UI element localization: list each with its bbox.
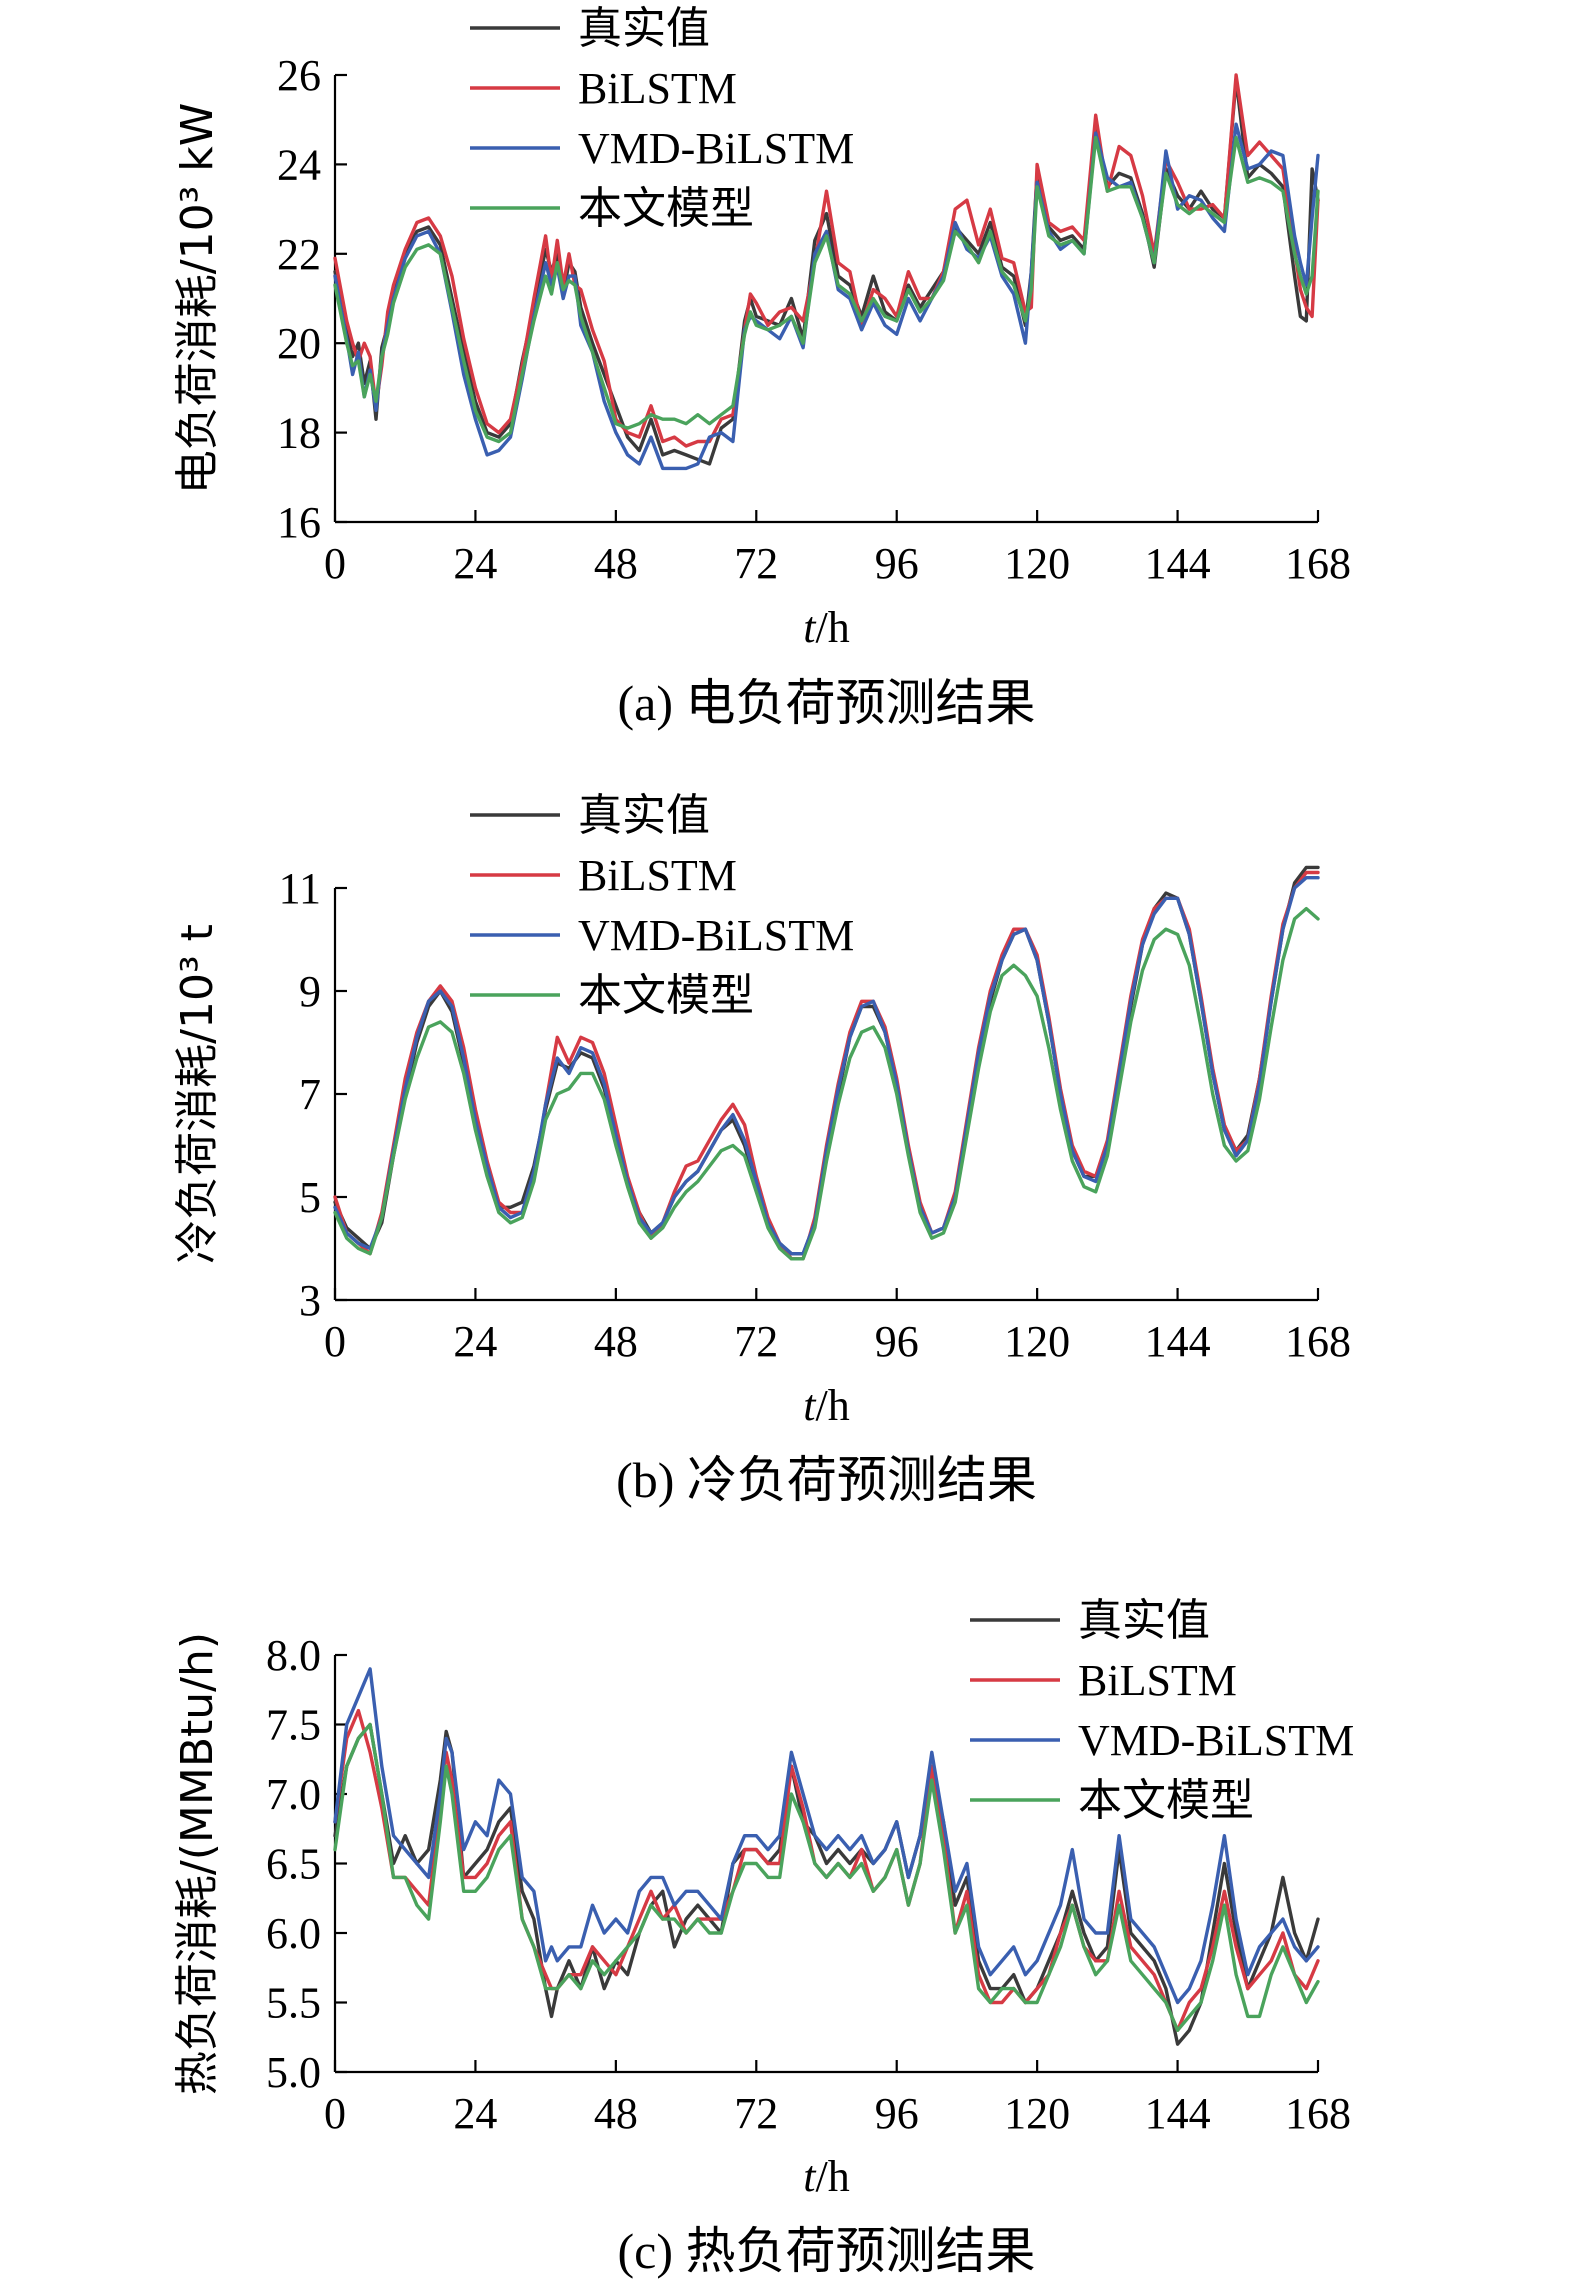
legend-label: VMD-BiLSTM	[578, 124, 854, 173]
x-tick-label: 72	[734, 539, 778, 588]
y-tick-label: 7	[299, 1070, 321, 1119]
x-axis-unit: /h	[816, 2152, 850, 2201]
x-tick-label: 168	[1285, 2089, 1351, 2138]
x-tick-label: 120	[1004, 2089, 1070, 2138]
y-tick-label: 5	[299, 1173, 321, 1222]
x-tick-label: 0	[324, 1317, 346, 1366]
x-axis-label: t/h	[803, 603, 849, 652]
legend-label: 本文模型	[578, 971, 754, 1020]
x-axis-label: t/h	[803, 2152, 849, 2201]
y-tick-label: 22	[277, 230, 321, 279]
x-tick-label: 72	[734, 2089, 778, 2138]
x-axis-var: t	[803, 603, 817, 652]
series-line-4	[333, 135, 1320, 444]
x-tick-label: 48	[594, 1317, 638, 1366]
y-tick-label: 7.5	[266, 1701, 321, 1750]
legend-label: 真实值	[578, 4, 710, 53]
y-tick-label: 7.0	[266, 1770, 321, 1819]
series-line-4	[333, 1722, 1320, 2033]
x-axis-unit: /h	[816, 603, 850, 652]
figure-caption: (c) 热负荷预测结果	[618, 2223, 1036, 2279]
x-tick-label: 24	[453, 2089, 497, 2138]
x-tick-label: 120	[1004, 1317, 1070, 1366]
x-tick-label: 48	[594, 2089, 638, 2138]
y-tick-label: 5.5	[266, 1979, 321, 2028]
x-tick-label: 0	[324, 2089, 346, 2138]
y-tick-label: 20	[277, 319, 321, 368]
x-axis-label: t/h	[803, 1381, 849, 1430]
x-axis-unit: /h	[816, 1381, 850, 1430]
x-tick-label: 168	[1285, 1317, 1351, 1366]
y-tick-label: 18	[277, 409, 321, 458]
x-axis-var: t	[803, 2152, 817, 2201]
x-tick-label: 96	[875, 2089, 919, 2138]
x-tick-label: 168	[1285, 539, 1351, 588]
legend-label: BiLSTM	[578, 64, 737, 113]
panel-heating-load: 5.0 5.5 6.0 6.5 7.0 7.5 8.0 0 24 48 72 96 120 144 168 热…	[172, 1596, 1354, 2279]
y-tick-label: 6.5	[266, 1840, 321, 1889]
y-tick-label: 9	[299, 967, 321, 1016]
y-axis-label: 热负荷消耗/(MMBtu/h)	[172, 1632, 223, 2095]
x-tick-label: 96	[875, 1317, 919, 1366]
x-tick-label: 48	[594, 539, 638, 588]
panel-cooling-load: 3 5 7 9 11 0 24 48 72 96 120 144 168 冷负荷消耗/10³ t t/h (b…	[172, 791, 1351, 1508]
y-tick-label: 3	[299, 1276, 321, 1325]
x-tick-label: 24	[453, 539, 497, 588]
y-tick-label: 16	[277, 498, 321, 547]
y-tick-label: 11	[279, 864, 321, 913]
legend-label: 真实值	[578, 791, 710, 840]
legend-label: VMD-BiLSTM	[1078, 1716, 1354, 1765]
x-tick-label: 120	[1004, 539, 1070, 588]
figure-caption: (b) 冷负荷预测结果	[616, 1452, 1037, 1508]
x-tick-label: 144	[1145, 1317, 1211, 1366]
y-axis-label: 冷负荷消耗/10³ t	[172, 924, 223, 1264]
x-tick-label: 144	[1145, 2089, 1211, 2138]
figure-caption: (a) 电负荷预测结果	[618, 675, 1036, 731]
x-tick-label: 24	[453, 1317, 497, 1366]
x-tick-label: 96	[875, 539, 919, 588]
y-tick-label: 8.0	[266, 1631, 321, 1680]
y-tick-label: 24	[277, 140, 321, 189]
x-axis-var: t	[803, 1381, 817, 1430]
y-tick-label: 5.0	[266, 2048, 321, 2097]
legend-label: VMD-BiLSTM	[578, 911, 854, 960]
panel-electric-load: 16 18 20 22 24 26 0 24 48 72 96 120 144 168 电负荷消耗/10³ …	[172, 4, 1351, 731]
legend-label: 本文模型	[578, 184, 754, 233]
y-tick-label: 6.0	[266, 1909, 321, 1958]
legend-label: BiLSTM	[578, 851, 737, 900]
y-tick-label: 26	[277, 51, 321, 100]
legend-label: BiLSTM	[1078, 1656, 1237, 1705]
series-line-3	[333, 1667, 1320, 2005]
legend-label: 本文模型	[1078, 1776, 1254, 1825]
y-axis-label: 电负荷消耗/10³ kW	[172, 103, 223, 494]
x-tick-label: 72	[734, 1317, 778, 1366]
series-line-4	[333, 906, 1320, 1261]
x-tick-label: 0	[324, 539, 346, 588]
legend-label: 真实值	[1078, 1596, 1210, 1645]
x-tick-label: 144	[1145, 539, 1211, 588]
